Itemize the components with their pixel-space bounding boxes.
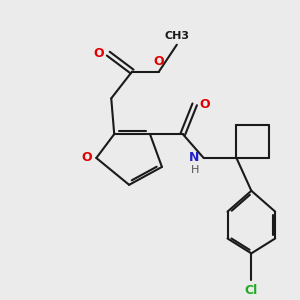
Text: O: O [154, 55, 164, 68]
Text: O: O [93, 47, 104, 60]
Text: CH3: CH3 [164, 31, 189, 41]
Text: Cl: Cl [245, 284, 258, 297]
Text: O: O [199, 98, 210, 111]
Text: H: H [191, 165, 199, 175]
Text: N: N [189, 152, 199, 164]
Text: O: O [81, 152, 92, 164]
